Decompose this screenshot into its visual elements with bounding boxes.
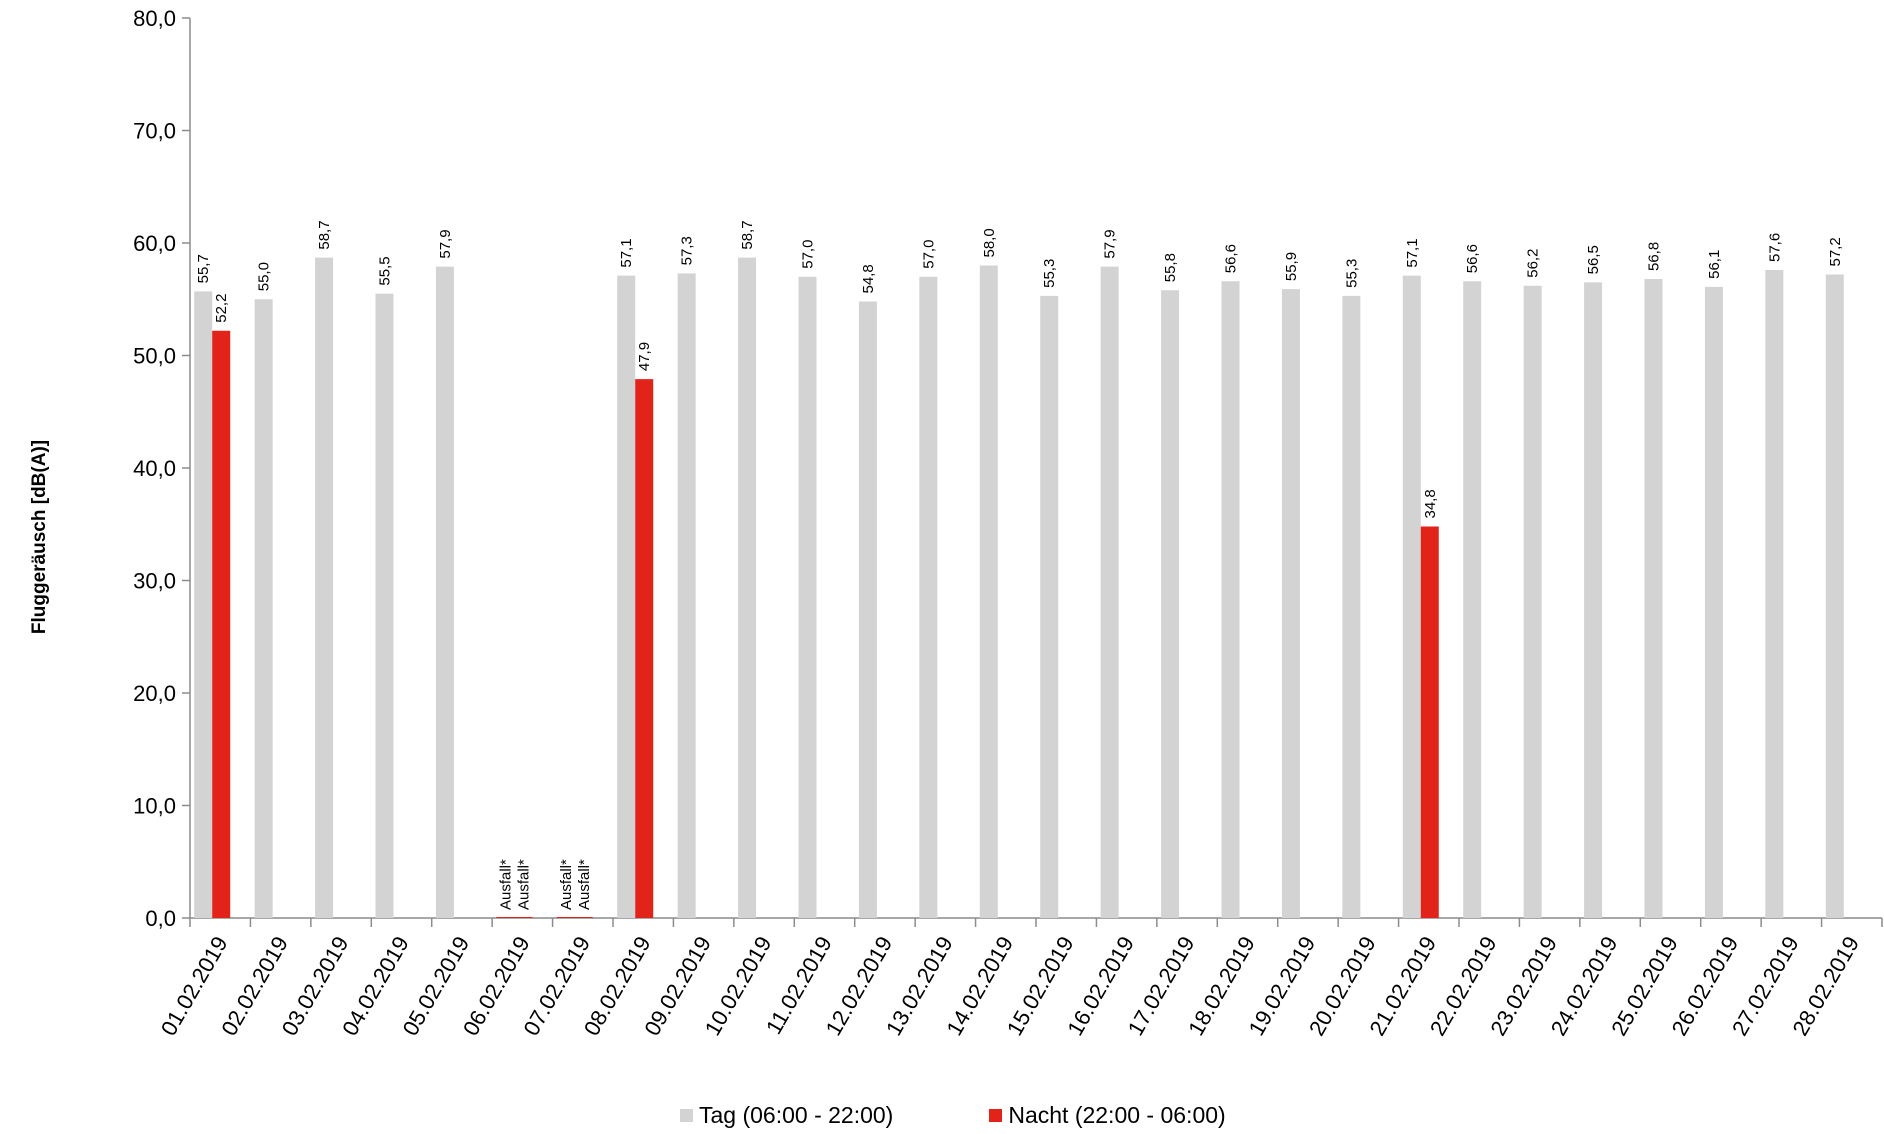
data-label-tag: 58,7	[316, 220, 333, 249]
data-label-tag: 55,8	[1162, 253, 1179, 282]
bar-tag	[375, 293, 394, 918]
bar-tag	[1221, 281, 1240, 918]
y-tick-label: 0,0	[145, 906, 176, 931]
bar-tag	[1765, 270, 1784, 918]
bar-tag	[919, 276, 938, 918]
bar-tag	[1584, 282, 1603, 918]
bar-nacht	[212, 330, 231, 918]
bar-tag	[194, 291, 213, 918]
bar-tag	[1523, 285, 1542, 918]
legend-swatch-nacht	[989, 1109, 1003, 1122]
legend-swatch-tag	[680, 1109, 693, 1122]
data-label-tag: 55,3	[1041, 259, 1058, 288]
bars	[194, 257, 1844, 918]
data-label-tag: 56,8	[1646, 242, 1663, 271]
bar-tag	[1281, 289, 1300, 918]
bar-tag	[677, 273, 696, 918]
data-label-tag: 57,2	[1827, 237, 1844, 266]
data-label-tag: 56,2	[1525, 249, 1542, 278]
bar-tag	[1704, 286, 1723, 918]
data-label-tag: 57,0	[920, 240, 937, 269]
data-label-tag: 57,6	[1766, 233, 1783, 262]
data-label-tag: Ausfall*	[558, 859, 575, 910]
data-label-tag: 55,5	[377, 256, 394, 285]
y-tick-label: 20,0	[133, 681, 176, 706]
bar-tag	[1100, 266, 1119, 918]
data-label-tag: 54,8	[860, 264, 877, 293]
y-axis: 0,0 10,0 20,0 30,0 40,0 50,0 60,0 70,0 80,0	[133, 6, 191, 931]
data-label-tag: 57,9	[437, 229, 454, 258]
bar-tag	[858, 301, 877, 918]
data-label-nacht: 34,8	[1422, 489, 1439, 518]
bar-tag	[254, 299, 273, 918]
data-label-tag: 57,9	[1102, 229, 1119, 258]
data-label-tag: 56,5	[1585, 245, 1602, 274]
legend-item-tag: Tag (06:00 - 22:00)	[680, 1102, 893, 1129]
y-tick-label: 40,0	[133, 456, 176, 481]
y-tick-label: 50,0	[133, 344, 176, 369]
y-tick-label: 30,0	[133, 569, 176, 594]
data-label-tag: 55,0	[256, 262, 273, 291]
data-label-tag: 57,1	[618, 238, 635, 267]
bar-tag	[1342, 295, 1361, 918]
data-label-tag: 55,3	[1343, 259, 1360, 288]
data-label-nacht: Ausfall*	[515, 859, 532, 910]
data-label-tag: Ausfall*	[497, 859, 514, 910]
bar-tag	[1644, 279, 1663, 918]
bar-nacht	[1420, 526, 1439, 918]
bar-tag	[1463, 281, 1482, 918]
data-label-tag: 58,7	[739, 220, 756, 249]
y-tick-label: 60,0	[133, 231, 176, 256]
data-label-tag: 57,3	[679, 236, 696, 265]
data-label-tag: 55,9	[1283, 252, 1300, 281]
bar-tag	[979, 265, 998, 918]
x-axis: 01.02.201902.02.201903.02.201904.02.2019…	[156, 917, 1883, 1040]
bar-tag	[1825, 274, 1844, 918]
data-label-nacht: 52,2	[213, 294, 230, 323]
bar-tag	[738, 257, 757, 918]
legend-item-nacht: Nacht (22:00 - 06:00)	[989, 1102, 1226, 1129]
legend: Tag (06:00 - 22:00) Nacht (22:00 - 06:00…	[680, 1102, 1226, 1129]
data-label-tag: 57,1	[1404, 238, 1421, 267]
data-label-tag: 56,1	[1706, 250, 1723, 279]
data-label-tag: 56,6	[1223, 244, 1240, 273]
data-label-nacht: 47,9	[636, 342, 653, 371]
legend-label-tag: Tag (06:00 - 22:00)	[699, 1102, 894, 1128]
bar-tag	[1040, 295, 1059, 918]
y-tick-label: 80,0	[133, 6, 176, 31]
data-label-nacht: Ausfall*	[576, 859, 593, 910]
data-label-tag: 58,0	[981, 228, 998, 257]
y-tick-label: 70,0	[133, 119, 176, 144]
y-tick-label: 10,0	[133, 794, 176, 819]
bar-tag	[435, 266, 454, 918]
data-label-tag: 56,6	[1464, 244, 1481, 273]
bar-nacht	[635, 379, 654, 918]
y-axis-title: Fluggeräusch [dB(A)]	[29, 440, 50, 634]
bar-tag	[1161, 290, 1180, 918]
legend-label-nacht: Nacht (22:00 - 06:00)	[1008, 1102, 1226, 1128]
bar-tag	[617, 275, 636, 918]
data-label-tag: 57,0	[800, 240, 817, 269]
data-label-tag: 55,7	[195, 254, 212, 283]
bar-tag	[798, 276, 817, 918]
bar-tag	[315, 257, 334, 918]
bar-tag	[1402, 275, 1421, 918]
